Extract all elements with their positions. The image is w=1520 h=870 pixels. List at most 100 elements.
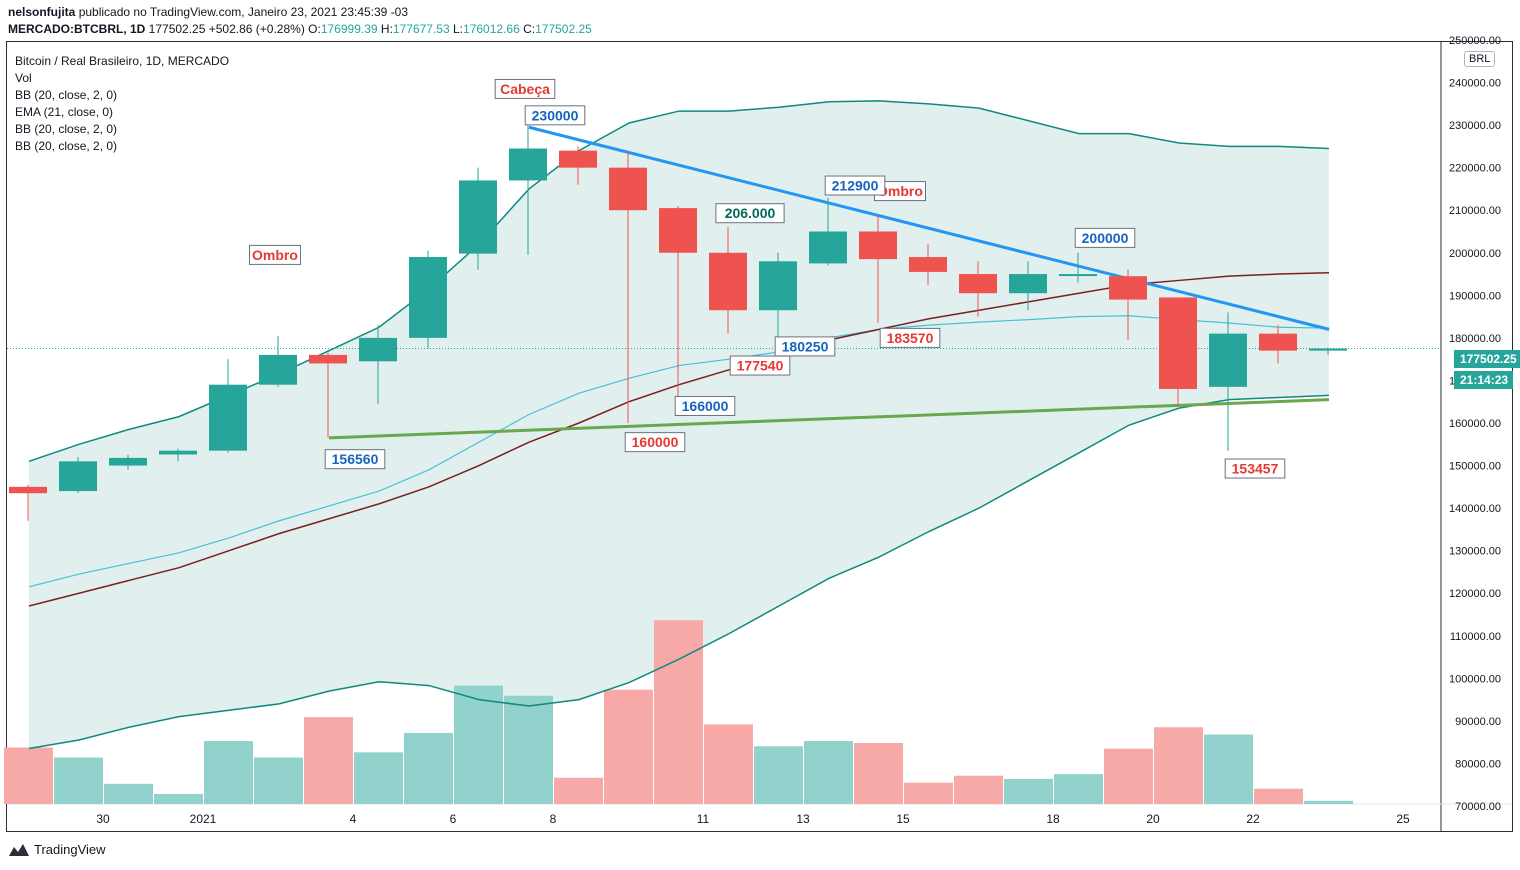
volume-bar[interactable] [104, 783, 153, 804]
candle-body[interactable] [759, 261, 797, 311]
annotation-box[interactable] [715, 203, 785, 224]
volume-bar[interactable] [1204, 734, 1253, 804]
footer-brand[interactable]: TradingView [8, 842, 106, 857]
volume-bar[interactable] [304, 717, 353, 804]
candle-body[interactable] [459, 180, 497, 254]
candle-body[interactable] [159, 450, 197, 455]
candle-body[interactable] [309, 354, 347, 364]
annotation-box[interactable] [674, 395, 736, 416]
candle-body[interactable] [959, 274, 997, 294]
candle-body[interactable] [609, 167, 647, 211]
candle-body[interactable] [859, 231, 897, 260]
low-label: L: [453, 22, 464, 36]
candle-body[interactable] [1059, 274, 1097, 277]
candle-body[interactable] [1209, 333, 1247, 387]
candle-body[interactable] [659, 208, 697, 253]
annotation-box[interactable] [624, 432, 686, 453]
annotation-box[interactable] [729, 355, 791, 376]
chart-frame [6, 41, 1513, 832]
bb-basis-line[interactable] [28, 315, 1330, 588]
annotation-label[interactable]: 156560 [332, 451, 379, 467]
legend-item-bb-2[interactable]: BB (20, close, 2, 0) [15, 122, 118, 136]
annotation-box[interactable] [324, 449, 386, 470]
candle-body[interactable] [709, 252, 747, 311]
candle-body[interactable] [59, 461, 97, 492]
candle-body[interactable] [809, 231, 847, 264]
annotation-label[interactable]: 153457 [1232, 461, 1279, 477]
annotation-label[interactable]: 212900 [832, 178, 879, 194]
annotation-box[interactable] [1074, 227, 1136, 248]
time-tick-label: 6 [450, 812, 457, 826]
volume-bar[interactable] [1154, 727, 1203, 804]
time-tick-label: 18 [1046, 812, 1060, 826]
candle-body[interactable] [1259, 333, 1297, 351]
author-name[interactable]: nelsonfujita [8, 5, 76, 19]
volume-bar[interactable] [4, 747, 53, 804]
volume-bar[interactable] [354, 752, 403, 804]
volume-bar[interactable] [1004, 778, 1053, 804]
volume-bar[interactable] [254, 757, 303, 804]
legend-item-vol[interactable]: Vol [15, 71, 32, 85]
annotation-label[interactable]: 183570 [887, 330, 934, 346]
price-tick-label: 90000.00 [1455, 716, 1501, 728]
volume-bar[interactable] [204, 740, 253, 804]
annotation-box[interactable] [249, 244, 301, 265]
annotation-label[interactable]: 166000 [682, 398, 729, 414]
volume-bar[interactable] [1254, 788, 1303, 804]
currency-badge[interactable]: BRL [1464, 51, 1496, 67]
annotation-box[interactable] [824, 175, 886, 196]
candle-body[interactable] [9, 486, 47, 494]
annotation-label[interactable]: 230000 [532, 107, 579, 123]
volume-bar[interactable] [154, 793, 203, 804]
volume-bar[interactable] [1054, 774, 1103, 804]
resistance-trendline[interactable] [528, 125, 1330, 331]
candle-body[interactable] [209, 384, 247, 451]
annotation-box[interactable] [879, 327, 941, 348]
volume-bar[interactable] [54, 757, 103, 804]
annotation-label[interactable]: 180250 [782, 338, 829, 354]
candle-body[interactable] [559, 150, 597, 168]
volume-bar[interactable] [404, 732, 453, 804]
annotation-label[interactable]: Ombro [877, 183, 923, 199]
volume-bar[interactable] [704, 724, 753, 804]
annotation-label[interactable]: 200000 [1082, 230, 1129, 246]
annotation-box[interactable] [774, 336, 836, 357]
volume-bar[interactable] [804, 740, 853, 804]
volume-bar[interactable] [854, 743, 903, 804]
annotation-box[interactable] [524, 105, 586, 126]
candle-body[interactable] [1009, 274, 1047, 294]
candle-body[interactable] [1309, 348, 1347, 351]
candle-body[interactable] [1109, 276, 1147, 300]
candle-body[interactable] [909, 257, 947, 272]
volume-bar[interactable] [604, 689, 653, 804]
annotation-label[interactable]: 206.000 [725, 205, 776, 221]
volume-bar[interactable] [1104, 748, 1153, 804]
candle-body[interactable] [359, 337, 397, 362]
candle-body[interactable] [1159, 297, 1197, 389]
volume-bar[interactable] [654, 620, 703, 804]
candle-body[interactable] [409, 257, 447, 338]
candle-body[interactable] [259, 354, 297, 385]
legend-item-ema[interactable]: EMA (21, close, 0) [15, 105, 114, 119]
annotation-box[interactable] [1224, 458, 1286, 479]
volume-bar[interactable] [554, 777, 603, 804]
annotation-label[interactable]: 160000 [632, 434, 679, 450]
volume-bar[interactable] [1304, 800, 1353, 804]
annotation-label[interactable]: Ombro [252, 247, 298, 263]
annotation-label[interactable]: 177540 [737, 358, 784, 374]
candle-body[interactable] [509, 148, 547, 181]
volume-bar[interactable] [904, 782, 953, 804]
neckline[interactable] [328, 398, 1330, 440]
volume-bar[interactable] [754, 746, 803, 804]
volume-bar[interactable] [504, 695, 553, 804]
annotation-box[interactable] [494, 78, 556, 99]
bb-lower-line[interactable] [28, 394, 1330, 750]
volume-bar[interactable] [454, 685, 503, 804]
annotation-label[interactable]: Cabeça [500, 81, 550, 97]
legend-item-bb-3[interactable]: BB (20, close, 2, 0) [15, 139, 118, 153]
footer-brand-label: TradingView [34, 842, 106, 857]
legend-item-bb-1[interactable]: BB (20, close, 2, 0) [15, 88, 118, 102]
volume-bar[interactable] [954, 775, 1003, 804]
candle-body[interactable] [109, 457, 147, 466]
